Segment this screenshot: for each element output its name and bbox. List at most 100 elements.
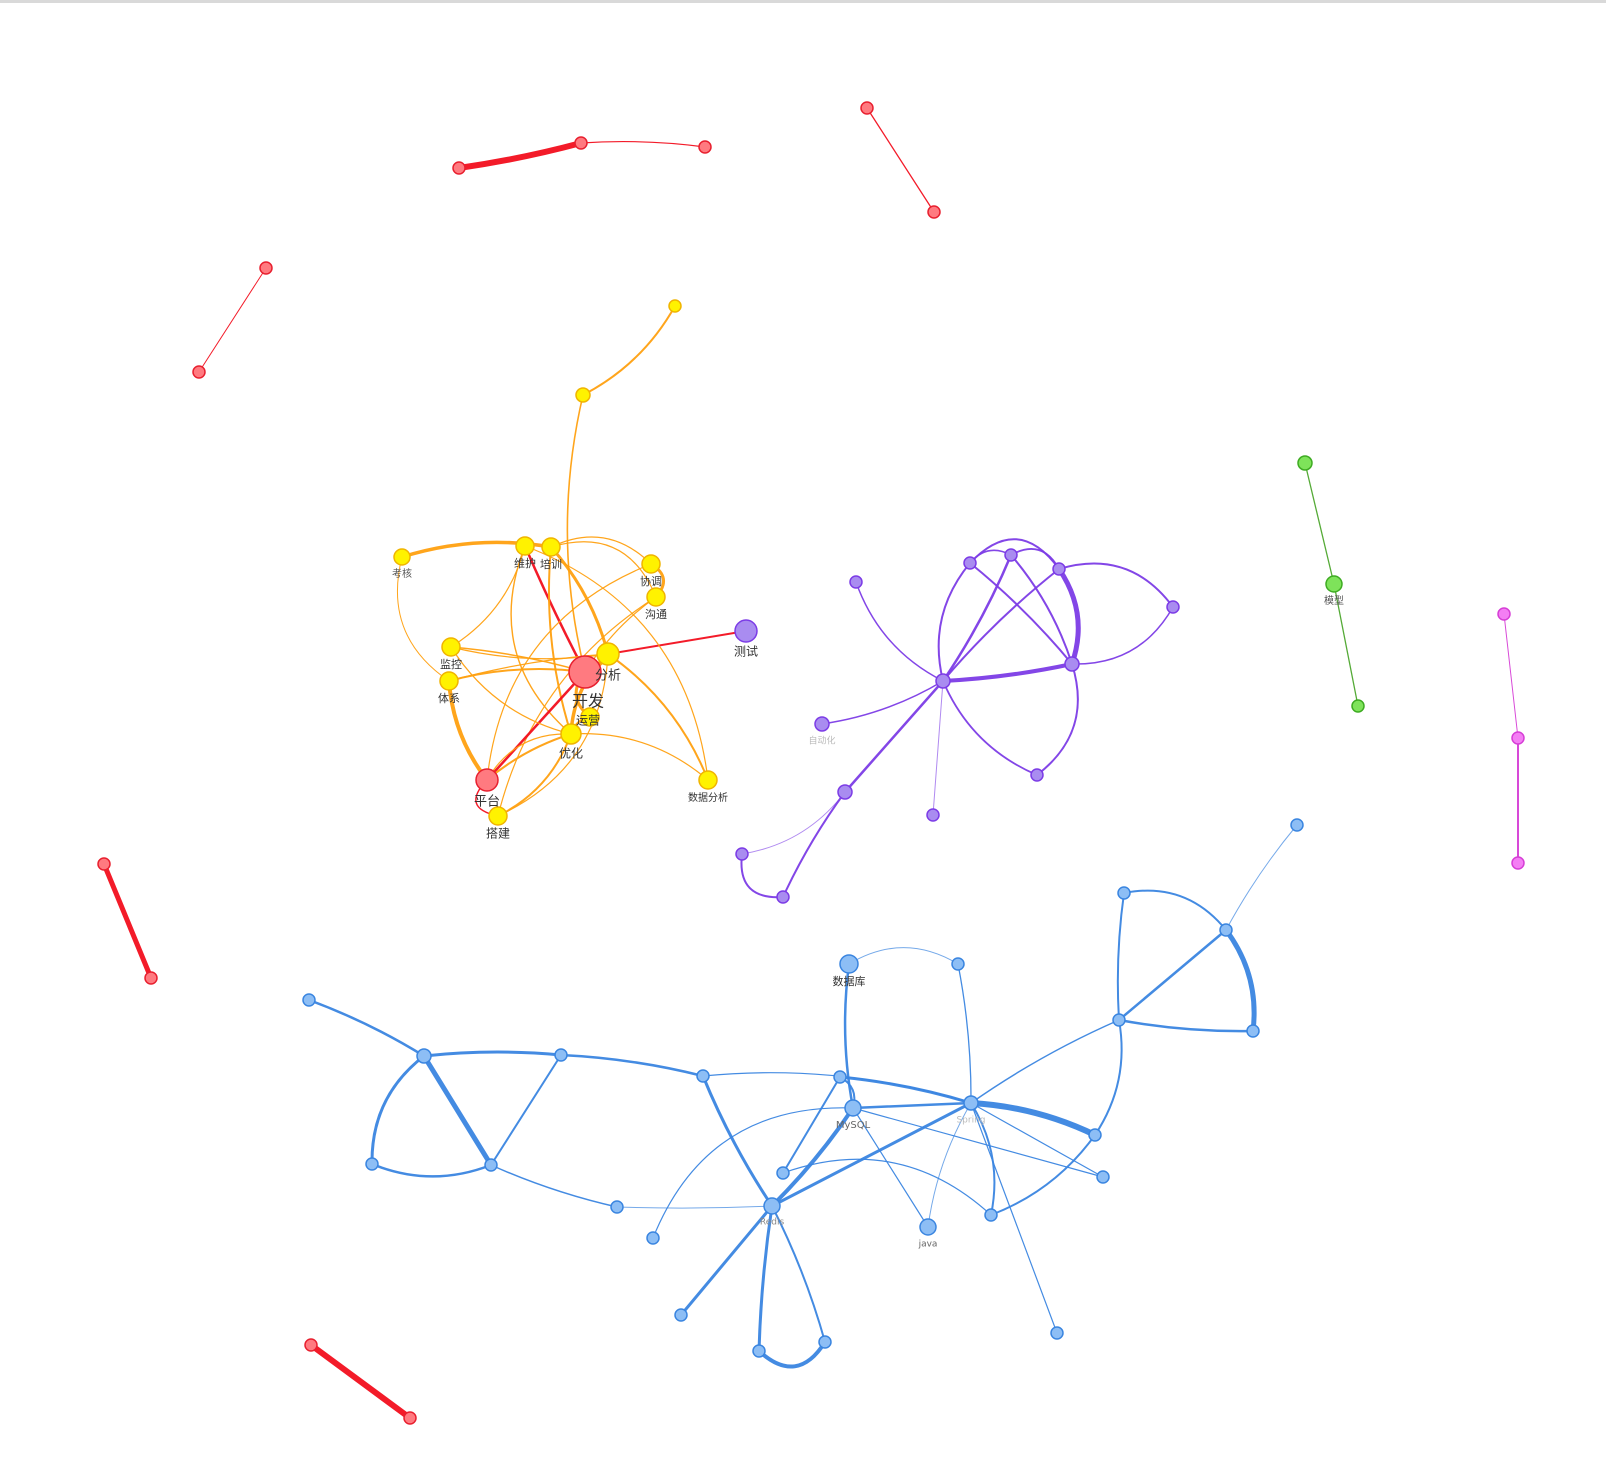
node-b_1297[interactable] [1290,818,1304,832]
node-rd2[interactable] [144,971,158,985]
node-ceshi[interactable] [734,619,758,643]
node-jiankong[interactable] [441,637,461,657]
node-goutong[interactable] [646,587,666,607]
node-b_703[interactable] [696,1069,710,1083]
node-b_759[interactable] [752,1344,766,1358]
node-b_1103[interactable] [1096,1170,1110,1184]
node-b_840[interactable] [833,1070,847,1084]
node-y_mid[interactable] [575,387,591,403]
node-kaifa[interactable] [568,655,602,689]
edge-p_hub-zidonghua [821,680,944,725]
node-shujufenxi[interactable] [698,770,718,790]
edges-layer [101,107,1520,1421]
node-weihu[interactable] [515,536,535,556]
edge-b_1226-b_1297 [1225,824,1298,931]
node-b_1119[interactable] [1112,1013,1126,1027]
node-b_1057[interactable] [1050,1326,1064,1340]
node-b_424[interactable] [416,1048,432,1064]
node-shujuku[interactable] [839,954,859,974]
node-kaohe[interactable] [393,548,411,566]
node-re2[interactable] [403,1411,417,1425]
node-b_372[interactable] [365,1157,379,1171]
node-xietiao[interactable] [641,554,661,574]
node-b_491[interactable] [484,1158,498,1172]
node-ra3[interactable] [698,140,712,154]
node-b_1095[interactable] [1088,1128,1102,1142]
node-dajian[interactable] [488,806,508,826]
node-re1[interactable] [304,1338,318,1352]
node-g3[interactable] [1351,699,1365,713]
node-label-zidonghua: 自动化 [808,735,835,747]
node-b_653[interactable] [646,1231,660,1245]
node-p_l[interactable] [849,575,863,589]
edge-peixun-fenxi [549,545,610,656]
node-p_rr[interactable] [1166,600,1180,614]
node-b_309[interactable] [302,993,316,1007]
edge-b_561-b_491 [490,1054,562,1166]
edge-re1-re2 [308,1342,413,1421]
node-rb2[interactable] [927,205,941,219]
edge-p_hub-p_b2 [932,680,944,816]
node-rc2[interactable] [192,365,206,379]
node-moxing[interactable] [1325,575,1343,593]
node-p_r[interactable] [1064,656,1080,672]
node-peixun[interactable] [541,537,561,557]
node-k3[interactable] [1511,856,1525,870]
node-redis[interactable] [763,1197,781,1215]
node-p_c1[interactable] [735,847,749,861]
edge-spring-java [927,1102,972,1228]
edge-p_hub-p_t1 [937,562,971,682]
edge-spring-b_1119 [970,1019,1120,1104]
node-b_783[interactable] [776,1166,790,1180]
node-p_b1[interactable] [837,784,853,800]
edge-rd1-rd2 [101,861,154,981]
node-ra2[interactable] [574,136,588,150]
node-b_991[interactable] [984,1208,998,1222]
node-k2[interactable] [1511,731,1525,745]
node-b_1124[interactable] [1117,886,1131,900]
node-p_b3[interactable] [1030,768,1044,782]
node-p_t2[interactable] [1004,548,1018,562]
node-b_958[interactable] [951,957,965,971]
node-b_825[interactable] [818,1335,832,1349]
node-fenxi[interactable] [596,642,620,666]
node-yunying[interactable] [580,707,600,727]
node-spring[interactable] [963,1095,979,1111]
edge-kaohe-tixi [396,556,450,682]
node-g1[interactable] [1297,455,1313,471]
node-pingtai[interactable] [475,768,499,792]
node-p_b2[interactable] [926,808,940,822]
node-b_617[interactable] [610,1200,624,1214]
node-b_1253[interactable] [1246,1024,1260,1038]
node-b_681[interactable] [674,1308,688,1322]
node-rc1[interactable] [259,261,273,275]
edge-p_hub-p_l [855,581,944,682]
edge-spring-b_1057 [970,1102,1058,1334]
node-b_561[interactable] [554,1048,568,1062]
node-ra1[interactable] [452,161,466,175]
node-rd1[interactable] [97,857,111,871]
node-p_hub[interactable] [935,673,951,689]
edge-spring-b_991 [970,1102,996,1216]
node-youhua[interactable] [560,723,582,745]
node-k1[interactable] [1497,607,1511,621]
node-rb1[interactable] [860,101,874,115]
node-java[interactable] [919,1218,937,1236]
node-b_1226[interactable] [1219,923,1233,937]
edge-b_424-b_561 [422,1050,563,1058]
node-p_c2[interactable] [776,890,790,904]
node-p_t3[interactable] [1052,562,1066,576]
edge-b_424-b_372 [370,1054,426,1166]
node-zidonghua[interactable] [814,716,830,732]
edge-b_1119-b_1226 [1117,928,1228,1022]
node-p_t1[interactable] [963,556,977,570]
edge-shujuku-b_958 [848,947,959,965]
edge-mysql-b_1103 [852,1107,1104,1178]
edge-b_1095-b_1119 [1094,1019,1123,1136]
node-tixi[interactable] [439,671,459,691]
edge-redis-spring [770,1101,973,1208]
edge-shujuku-mysql [843,962,855,1110]
node-mysql[interactable] [844,1099,862,1117]
node-y_top[interactable] [668,299,682,313]
